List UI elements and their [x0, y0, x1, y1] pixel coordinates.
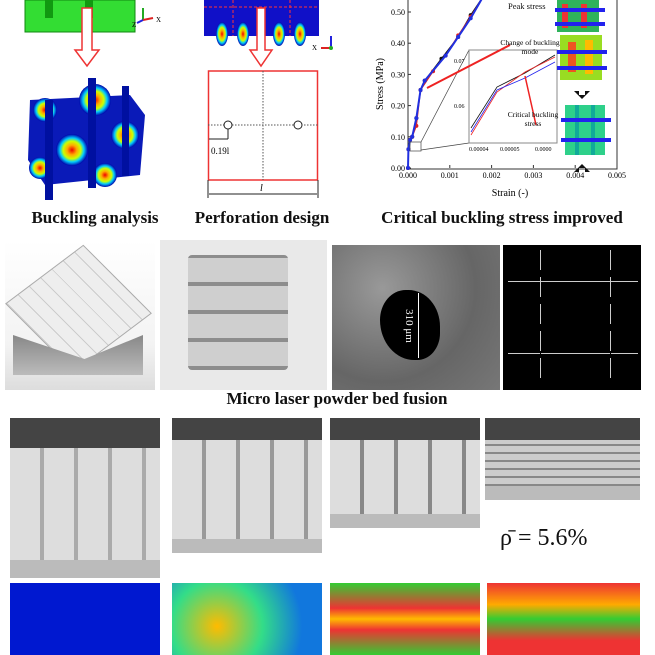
inset-plot: 0.07 0.06 0.00004 0.00005 0.0000	[409, 49, 558, 153]
relative-density-label: ρ̄ = 5.6%	[500, 525, 588, 551]
lattice-model	[24, 0, 136, 33]
inset-ytick: 0.06	[454, 104, 465, 110]
deformed-lattice-insets	[555, 0, 611, 172]
perforation-offset-label: 0.19l	[211, 146, 230, 156]
y-tick-label: 0.30	[391, 70, 405, 79]
svg-text:X: X	[312, 44, 317, 52]
compression-frame-4	[485, 418, 640, 500]
down-arrow-icon	[73, 7, 101, 68]
sem-micrograph: 310 μm	[332, 245, 500, 390]
x-tick-label: 0.004	[566, 171, 584, 180]
compression-frame-3	[330, 418, 480, 528]
inset-xtick: 0.0000	[535, 147, 552, 153]
annotations: Change of buckling mode Critical bucklin…	[426, 38, 560, 128]
data-point	[414, 116, 419, 121]
annotation-critical-stress: Critical buckling stress	[507, 110, 559, 128]
x-tick-label: 0.002	[483, 171, 501, 180]
data-point	[468, 16, 473, 21]
perforation-xray-image	[503, 245, 641, 390]
inset-xtick: 0.00005	[500, 147, 520, 153]
data-point	[456, 34, 461, 39]
y-axis-label: Stress (MPa)	[375, 58, 386, 110]
down-arrow-icon	[248, 7, 274, 68]
y-tick-label: 0.00	[391, 164, 405, 173]
buckled-lattice-contour	[28, 78, 145, 200]
buckling-analysis-figure: X Z	[24, 0, 161, 200]
x-axis-label: Strain (-)	[492, 188, 528, 199]
coordinate-axes-icon: X	[312, 36, 333, 52]
y-tick-label: 0.10	[391, 133, 405, 142]
svg-text:X: X	[156, 16, 161, 24]
plate-length-label: l	[260, 183, 263, 194]
y-tick-label: 0.50	[391, 8, 405, 17]
stress-strain-chart: 0.000 0.001 0.002 0.003 0.004 0.005 0.00 0.10 0.…	[375, 0, 626, 199]
x-tick-label: 0.003	[524, 171, 542, 180]
data-point	[422, 78, 427, 83]
fe-contour-frame-2	[172, 583, 322, 655]
compression-arrow-icon	[574, 91, 590, 99]
annotation-mode-change: Change of buckling mode	[500, 38, 560, 56]
data-point	[443, 53, 448, 58]
plate-schematic: 0.19l l	[207, 70, 319, 198]
inset-ytick: 0.07	[454, 59, 465, 65]
caption-buckling-analysis: Buckling analysis	[31, 208, 159, 227]
printed-lattice-photo	[160, 240, 327, 390]
annotation-arrow	[426, 44, 511, 89]
plot-frame	[407, 0, 618, 170]
annotation-peak-stress: Peak stress	[508, 1, 546, 11]
y-tick-label: 0.20	[391, 102, 405, 111]
x-tick-label: 0.005	[608, 171, 626, 180]
data-point	[406, 166, 410, 170]
data-point	[410, 134, 415, 139]
compression-frame-2	[172, 418, 322, 553]
printed-lattice-photo-tilted	[5, 240, 155, 390]
compression-frame-1	[10, 418, 160, 578]
annotation-arrow	[524, 75, 537, 126]
fe-contour-frame-3	[330, 583, 480, 655]
data-point	[418, 88, 423, 92]
data-point	[408, 137, 413, 142]
fe-contour-frame-4	[487, 583, 640, 655]
fe-contour-frame-1	[10, 583, 160, 655]
y-tick-label: 0.40	[391, 39, 405, 48]
perforation-design-figure: X 0.19l l	[204, 0, 333, 198]
x-tick-label: 0.000	[399, 171, 417, 180]
caption-perforation-design: Perforation design	[194, 208, 330, 227]
compression-arrow-icon	[574, 164, 590, 172]
data-point	[406, 147, 411, 152]
inset-xtick: 0.00004	[469, 147, 489, 153]
caption-micro-lpbf: Micro laser powder bed fusion	[226, 389, 448, 408]
coordinate-axes-icon: X Z	[132, 8, 161, 29]
caption-critical-buckling: Critical buckling stress improved	[381, 208, 623, 227]
svg-text:Z: Z	[132, 21, 136, 29]
sem-scale-label: 310 μm	[402, 309, 415, 343]
x-tick-label: 0.001	[441, 171, 459, 180]
